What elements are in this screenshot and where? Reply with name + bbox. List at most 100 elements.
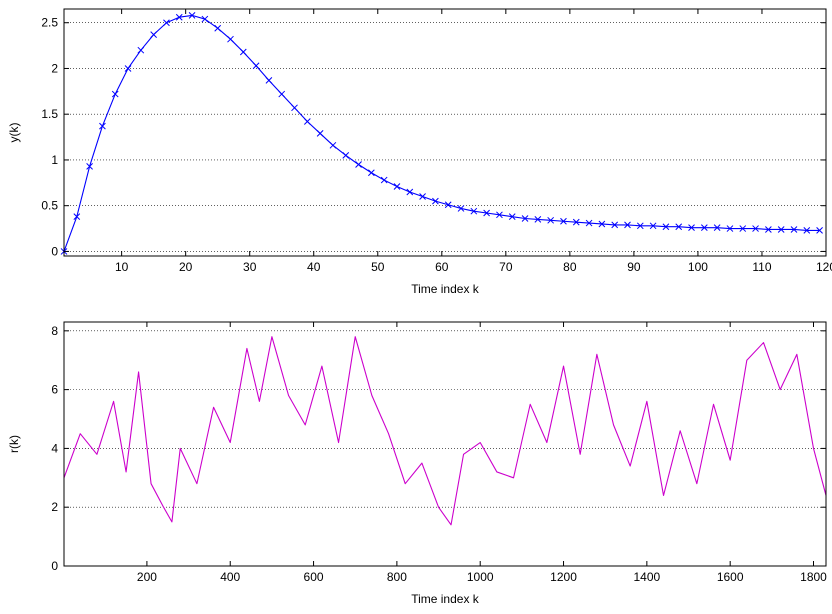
- top-y-tick-label: 0.5: [41, 199, 58, 213]
- top-data-point: [521, 215, 529, 222]
- top-data-point: [496, 211, 503, 219]
- top-data-point: [585, 219, 593, 227]
- top-data-point: [457, 205, 465, 212]
- top-data-point: [534, 216, 542, 223]
- top-data-point: [675, 223, 683, 231]
- top-data-point: [752, 225, 759, 232]
- top-data-point: [111, 90, 119, 98]
- bottom-x-tick-label: 400: [220, 570, 240, 584]
- top-data-point: [393, 183, 401, 190]
- top-data-point: [483, 209, 490, 217]
- bottom-y-axis-label: r(k): [7, 435, 21, 453]
- top-data-point: [611, 221, 619, 229]
- top-y-axis-label: y(k): [7, 123, 21, 143]
- top-data-point: [188, 12, 196, 19]
- bottom-x-tick-label: 600: [304, 570, 324, 584]
- top-data-point: [239, 48, 247, 56]
- top-x-tick-label: 80: [563, 260, 577, 274]
- bottom-x-axis-label: Time index k: [411, 592, 480, 606]
- top-data-point: [816, 227, 823, 234]
- bottom-y-tick-label: 2: [51, 500, 58, 514]
- top-data-point: [355, 161, 362, 168]
- top-y-tick-label: 2: [51, 61, 58, 75]
- top-x-tick-label: 60: [435, 260, 449, 274]
- top-data-point: [777, 226, 785, 233]
- top-x-tick-label: 50: [371, 260, 385, 274]
- bottom-y-tick-label: 6: [51, 383, 58, 397]
- bottom-x-tick-label: 1600: [717, 570, 744, 584]
- top-data-point: [790, 226, 798, 233]
- bottom-y-tick-label: 4: [51, 441, 58, 455]
- top-data-point: [252, 62, 260, 70]
- top-data-point: [316, 130, 324, 137]
- top-x-tick-label: 20: [179, 260, 193, 274]
- top-x-axis-label: Time index k: [411, 282, 480, 296]
- top-data-point: [380, 176, 388, 184]
- top-y-tick-label: 1.5: [41, 107, 58, 121]
- top-data-point: [342, 152, 350, 159]
- top-plot-area: [64, 9, 826, 256]
- bottom-x-tick-label: 1000: [467, 570, 494, 584]
- top-data-point: [137, 46, 145, 54]
- top-data-point: [419, 193, 426, 200]
- bottom-axes-box: [63, 321, 827, 567]
- top-x-tick-label: 10: [115, 260, 129, 274]
- top-data-point: [124, 65, 132, 72]
- bottom-plot-area: [64, 322, 826, 566]
- top-y-tick-label: 0: [51, 244, 58, 258]
- top-data-point: [291, 104, 298, 112]
- top-data-point: [175, 13, 183, 21]
- top-data-point: [227, 35, 234, 43]
- top-data-point: [803, 227, 811, 234]
- top-data-point: [470, 207, 478, 215]
- top-data-point: [150, 31, 158, 38]
- bottom-x-tick-label: 1200: [550, 570, 577, 584]
- top-data-point: [636, 222, 644, 230]
- top-data-point: [662, 223, 670, 231]
- top-data-point: [572, 218, 580, 226]
- top-x-tick-label: 40: [307, 260, 321, 274]
- top-data-point: [700, 224, 708, 231]
- top-data-point: [265, 77, 273, 84]
- top-data-point: [368, 169, 375, 177]
- top-data-point: [432, 197, 439, 205]
- bottom-y-tick-label: 8: [51, 324, 58, 338]
- top-data-point: [688, 224, 695, 231]
- top-data-point: [508, 213, 516, 221]
- top-data-point: [560, 217, 567, 225]
- top-data-point: [624, 221, 631, 229]
- bottom-x-tick-label: 1400: [634, 570, 661, 584]
- top-data-point: [303, 118, 311, 125]
- top-data-point: [329, 141, 337, 149]
- top-data-point: [99, 122, 106, 130]
- top-data-point: [726, 225, 734, 232]
- top-data-point: [163, 19, 170, 27]
- top-x-tick-label: 110: [752, 260, 771, 274]
- bottom-y-tick-label: 0: [51, 559, 58, 573]
- top-subplot: 10 20 30 40 50 60 70 80 90 100 110 120 0 0.5 1 1.5 2 2.5 T…: [7, 8, 832, 296]
- bottom-x-tick-label: 800: [387, 570, 407, 584]
- top-data-point: [444, 201, 452, 209]
- top-data-point: [713, 224, 721, 231]
- top-x-tick-label: 30: [243, 260, 257, 274]
- top-x-tick-label: 70: [499, 260, 513, 274]
- top-x-tick-label: 100: [688, 260, 708, 274]
- top-data-point: [73, 213, 81, 221]
- top-data-point: [765, 226, 772, 233]
- bottom-subplot: 200 400 600 800 1000 1200 1400 1600 1800 0 2 4 6 8 Tim…: [7, 321, 827, 606]
- bottom-x-tick-label: 1800: [800, 570, 827, 584]
- top-series-line: [63, 14, 820, 252]
- top-axes-box: [63, 8, 827, 257]
- bottom-series-line: [63, 336, 827, 526]
- top-data-point: [201, 15, 209, 23]
- top-data-point: [598, 220, 606, 228]
- top-x-tick-label: 120: [816, 260, 832, 274]
- top-data-point: [406, 188, 414, 196]
- top-data-point: [278, 90, 286, 98]
- top-data-point: [214, 24, 222, 32]
- top-data-point: [547, 216, 555, 224]
- top-data-point: [649, 222, 657, 230]
- bottom-x-tick-label: 200: [137, 570, 157, 584]
